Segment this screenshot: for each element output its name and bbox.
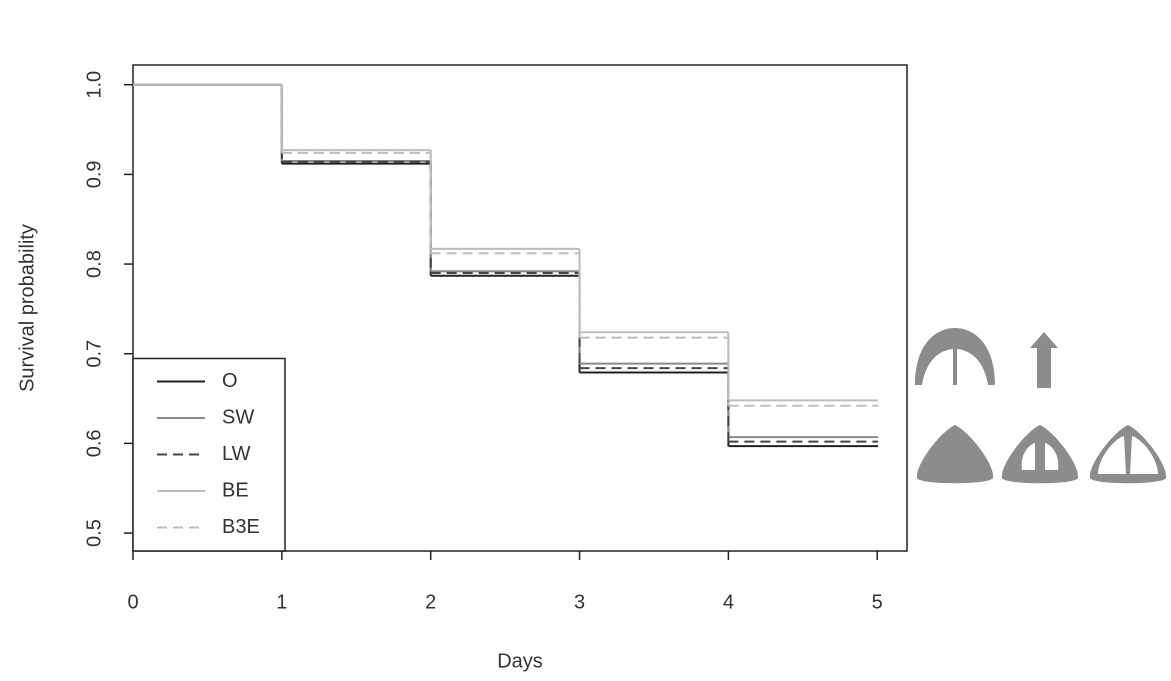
y-tick-label: 0.6 (83, 429, 105, 457)
icon-arrow (1030, 332, 1058, 388)
legend-label: B3E (222, 516, 260, 538)
legend-label: BE (222, 479, 249, 501)
y-tick-label: 0.7 (83, 340, 105, 368)
y-tick-label: 1.0 (83, 71, 105, 99)
plot-frame (132, 64, 908, 552)
x-axis-label: Days (497, 650, 543, 672)
step-end (876, 440, 879, 443)
legend-label: SW (222, 406, 254, 428)
icon-triangle-outline (1089, 425, 1167, 484)
x-tick-label: 1 (276, 591, 287, 613)
x-tick-label: 3 (574, 591, 585, 613)
y-axis-label: Survival probability (16, 224, 38, 392)
icon-arch (915, 328, 995, 385)
legend-label: LW (222, 443, 251, 465)
step-end (876, 445, 879, 448)
y-tick-label: 0.5 (83, 519, 105, 547)
shape-icons (915, 328, 1167, 484)
icon-triangle (916, 425, 994, 484)
x-tick-label: 4 (723, 591, 734, 613)
x-tick-label: 0 (127, 591, 138, 613)
legend-box (132, 357, 286, 552)
y-tick-label: 0.9 (83, 160, 105, 188)
icon-triangle-holes (1001, 425, 1079, 484)
step-end (876, 399, 879, 402)
x-tick-label: 5 (872, 591, 883, 613)
y-tick-label: 0.8 (83, 250, 105, 278)
x-tick-label: 2 (425, 591, 436, 613)
legend-label: O (222, 370, 238, 392)
step-end (876, 436, 879, 439)
step-end (876, 404, 879, 407)
